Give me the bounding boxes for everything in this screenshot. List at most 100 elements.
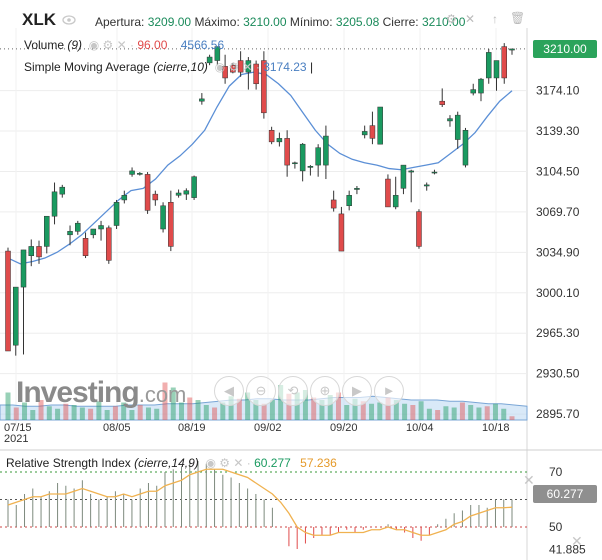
rsi-close-icon[interactable]: ✕ <box>523 472 535 488</box>
candle-body <box>113 202 120 226</box>
candle-body <box>160 205 166 230</box>
play-icon[interactable]: ► <box>374 376 404 406</box>
candle-body <box>214 46 221 61</box>
scroll-left-icon[interactable]: ◀ <box>214 376 244 406</box>
volume-bar <box>402 403 408 420</box>
volume-bar <box>88 408 94 420</box>
settings-gear-icon[interactable]: ⚙ <box>446 12 457 26</box>
volume-bar <box>468 405 474 420</box>
close-icon[interactable]: ✕ <box>465 12 476 26</box>
sma-tools-icon[interactable]: ◉ ⚙ ✕ · <box>211 60 260 74</box>
volume-bar <box>137 405 143 420</box>
sma-param: (cierre,10) <box>153 60 208 74</box>
volume-bar <box>212 407 218 420</box>
volume-bar <box>253 400 259 420</box>
candle-body <box>168 202 174 247</box>
scroll-right-icon[interactable]: ▶ <box>342 376 372 406</box>
candle-body <box>299 143 306 172</box>
y-tick-label: 3000.10 <box>536 286 580 300</box>
y-tick-label: 2965.30 <box>536 326 580 340</box>
sma-label: Simple Moving Average <box>24 60 150 74</box>
candle-body <box>67 231 73 236</box>
candle-body <box>485 52 492 79</box>
volume-bar <box>484 406 490 420</box>
candle-body <box>106 227 112 261</box>
volume-bar <box>501 408 507 420</box>
candle-body <box>292 162 298 165</box>
eye-icon[interactable] <box>62 14 76 26</box>
candle-body <box>369 125 376 139</box>
rsi-y-tick-label: 50 <box>549 520 563 534</box>
volume-param: (9) <box>67 38 83 52</box>
candle-body <box>268 129 275 143</box>
candle-body <box>346 195 352 207</box>
volume-bar <box>294 392 300 420</box>
candle-body <box>338 213 345 252</box>
candle-body <box>354 188 360 190</box>
rsi-y-tick-label: 41.885 <box>549 542 586 556</box>
volume-bar <box>418 401 424 420</box>
volume-bar <box>369 403 375 420</box>
volume-bar <box>154 408 160 420</box>
candle-body <box>447 118 453 122</box>
candle-body <box>13 286 19 346</box>
candle-body <box>20 249 27 288</box>
sma-line <box>7 71 513 265</box>
candle-body <box>191 176 197 198</box>
x-tick-label: 2021 <box>4 433 28 445</box>
candle-body <box>323 135 329 166</box>
panel-close-icon[interactable]: ✕ <box>571 533 583 549</box>
volume-label: Volume <box>24 38 65 52</box>
volume-bar <box>476 407 482 420</box>
volume-bar <box>286 393 292 420</box>
candle-body <box>5 250 11 352</box>
candle-body <box>206 56 213 64</box>
candle-body <box>51 191 58 217</box>
zoom-in-icon[interactable]: ⊕ <box>310 376 340 406</box>
candle-body <box>199 98 205 102</box>
volume-bar <box>278 385 284 420</box>
volume-bar <box>38 400 44 420</box>
up-arrow-icon[interactable]: ↑ <box>492 12 498 26</box>
volume-bar <box>377 402 383 420</box>
candle-body <box>98 225 104 230</box>
candle-body <box>330 199 337 209</box>
volume-bar <box>112 406 118 420</box>
volume-bar <box>145 407 151 420</box>
volume-bar <box>319 400 325 420</box>
volume-bar <box>459 402 465 420</box>
candle-body <box>44 215 50 247</box>
candle-body <box>245 60 252 73</box>
candle-body <box>439 100 445 105</box>
candle-body <box>36 246 42 258</box>
volume-tools-icon[interactable]: ◉ ⚙ ✕ · <box>85 38 135 52</box>
volume-bar <box>360 401 366 420</box>
delete-trash-icon[interactable]: 🗑 <box>510 11 526 25</box>
volume-bar <box>385 397 391 420</box>
close-label: Cierre: <box>382 15 419 29</box>
volume-bar <box>13 407 19 420</box>
x-tick-label: 09/20 <box>330 422 358 434</box>
logo-suffix: .com <box>138 382 187 407</box>
x-tick-label: 08/19 <box>178 422 206 434</box>
rsi-tools-icon[interactable]: ◉ ⚙ ✕ · <box>202 456 251 470</box>
zoom-reset-icon[interactable]: ⟲ <box>278 376 308 406</box>
candle-body <box>423 184 430 187</box>
high-label: Máximo: <box>194 15 240 29</box>
volume-bar <box>311 397 317 420</box>
investing-logo: Investing.com <box>16 376 186 410</box>
volume-bar <box>187 397 193 420</box>
y-tick-label: 2895.70 <box>536 407 580 421</box>
low-label: Mínimo: <box>289 15 333 29</box>
volume-bar <box>261 403 267 420</box>
candle-body <box>501 46 507 79</box>
x-tick-label: 08/05 <box>103 422 131 434</box>
volume-bar <box>269 400 275 420</box>
volume-bar <box>236 398 242 420</box>
volume-bar <box>410 405 416 420</box>
volume-bar <box>509 416 515 420</box>
volume-bar <box>426 408 432 420</box>
x-tick-label: 10/04 <box>406 422 434 434</box>
zoom-out-icon[interactable]: ⊖ <box>246 376 276 406</box>
